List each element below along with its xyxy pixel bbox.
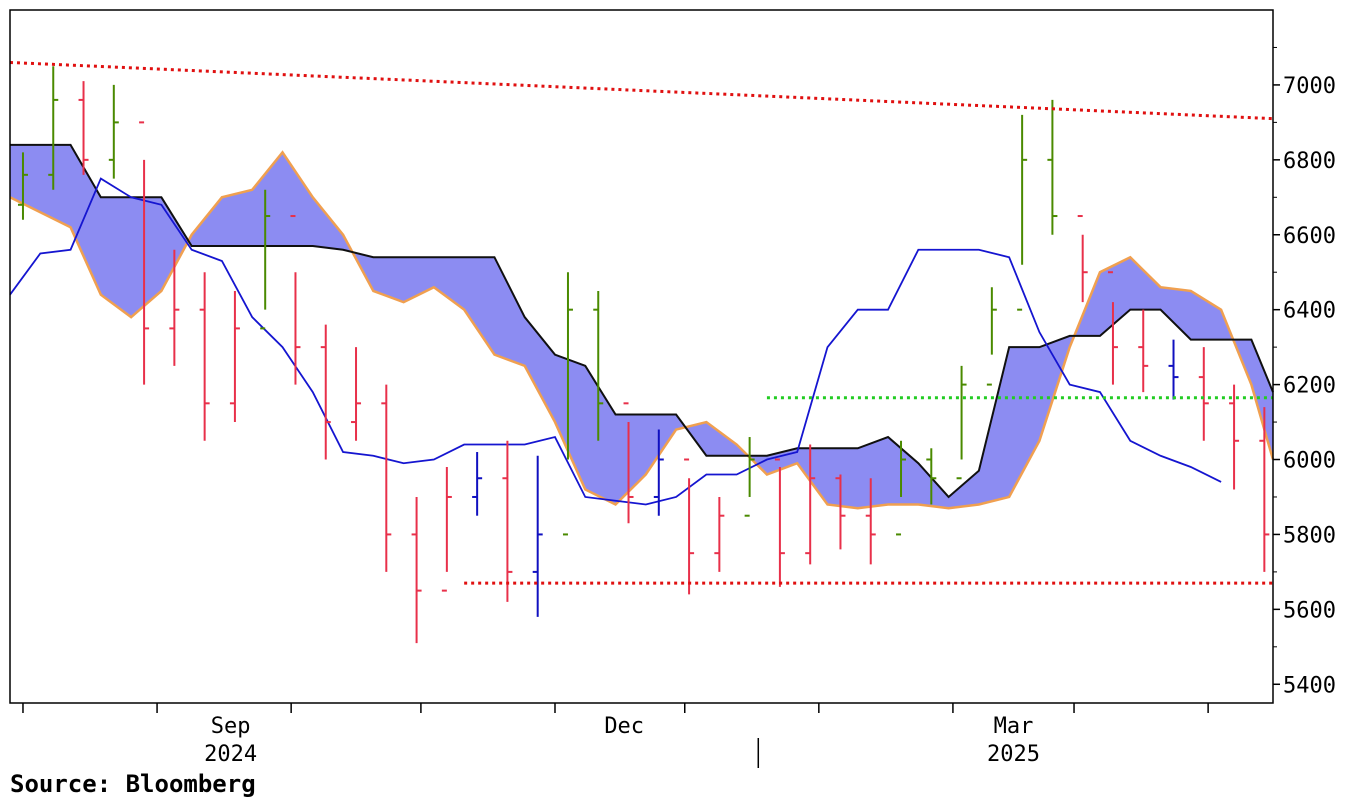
price-bar bbox=[926, 448, 937, 505]
y-tick-label: 6800 bbox=[1283, 149, 1336, 174]
price-bar bbox=[1198, 347, 1209, 441]
price-bar bbox=[805, 444, 816, 565]
price-bar bbox=[1107, 271, 1118, 385]
x-year-label: 2024 bbox=[204, 742, 257, 767]
price-bar bbox=[351, 347, 362, 441]
price-bar bbox=[1229, 384, 1240, 490]
price-bar bbox=[1138, 309, 1149, 393]
price-bar bbox=[381, 384, 392, 572]
price-bar bbox=[169, 249, 180, 366]
price-bar bbox=[502, 440, 513, 602]
x-year-label: 2025 bbox=[987, 742, 1040, 767]
resistance-trendline bbox=[9, 60, 1274, 121]
price-bar bbox=[199, 272, 210, 441]
price-bar bbox=[48, 66, 59, 190]
price-bar bbox=[714, 496, 725, 572]
price-bar bbox=[290, 215, 301, 385]
price-bar bbox=[744, 437, 755, 517]
x-tick-label: Mar bbox=[994, 714, 1034, 739]
y-tick-label: 6000 bbox=[1283, 449, 1336, 474]
price-bar bbox=[320, 324, 331, 460]
price-bar bbox=[1077, 215, 1088, 303]
price-bar bbox=[1168, 339, 1179, 400]
price-bar bbox=[229, 290, 240, 423]
y-tick-label: 6200 bbox=[1283, 374, 1336, 399]
price-bar bbox=[1047, 99, 1058, 235]
price-bar bbox=[896, 440, 907, 536]
price-bar bbox=[986, 287, 997, 386]
price-bar bbox=[17, 152, 28, 220]
y-tick-label: 6400 bbox=[1283, 299, 1336, 324]
price-bar bbox=[78, 81, 89, 175]
price-bar bbox=[472, 452, 483, 516]
price-bar bbox=[411, 496, 422, 644]
y-tick-label: 5400 bbox=[1283, 673, 1336, 698]
price-bar bbox=[956, 365, 967, 480]
x-tick-label: Sep bbox=[211, 714, 251, 739]
price-bar bbox=[593, 290, 604, 441]
price-bar bbox=[139, 121, 150, 385]
senkou-span-b bbox=[10, 143, 1274, 499]
y-tick-label: 5600 bbox=[1283, 598, 1336, 623]
price-bar bbox=[1259, 407, 1270, 572]
x-tick-label: Dec bbox=[604, 714, 644, 739]
price-bar bbox=[532, 455, 543, 617]
price-bar bbox=[441, 467, 452, 592]
price-bar bbox=[623, 402, 634, 524]
plot-area bbox=[9, 60, 1275, 644]
y-tick-label: 5800 bbox=[1283, 523, 1336, 548]
price-bar bbox=[835, 474, 846, 550]
kijun-base-line bbox=[9, 177, 1222, 506]
y-tick-label: 6600 bbox=[1283, 224, 1336, 249]
price-bar bbox=[774, 458, 785, 587]
source-label: Source: Bloomberg bbox=[10, 770, 256, 798]
axes: 5400 5600 5800 6000 6200 6400 6600 6800 7000 Sep D… bbox=[9, 9, 1336, 768]
price-bar bbox=[653, 429, 664, 516]
ichimoku-cloud bbox=[10, 144, 1273, 509]
plot-frame bbox=[9, 9, 1274, 704]
price-bar bbox=[108, 84, 119, 179]
y-tick-label: 7000 bbox=[1283, 74, 1336, 99]
price-bar bbox=[260, 189, 271, 330]
price-bar bbox=[865, 478, 876, 565]
senkou-span-a bbox=[9, 150, 1275, 510]
price-bar bbox=[684, 458, 695, 595]
price-bar bbox=[562, 272, 573, 536]
price-bar bbox=[1017, 114, 1028, 311]
